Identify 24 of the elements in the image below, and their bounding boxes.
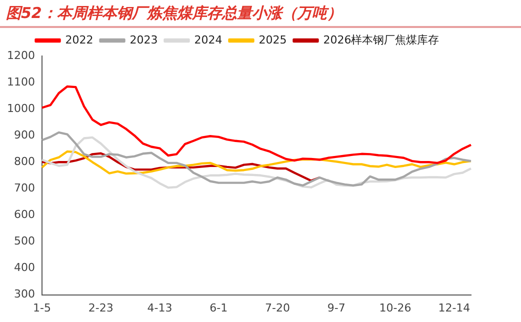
chart-title: 图52：本周样本钢厂炼焦煤库存总量小涨（万吨） xyxy=(0,0,521,28)
y-tick-label: 900 xyxy=(14,128,35,142)
y-tick-label: 300 xyxy=(14,288,35,301)
legend-label: 2025 xyxy=(258,33,287,46)
x-tick-label: 10-26 xyxy=(379,301,412,314)
y-tick-label: 400 xyxy=(14,261,35,274)
x-tick-label: 6-1 xyxy=(210,301,228,314)
legend-label: 2023 xyxy=(130,33,158,46)
legend-label: 2026样本钢厂焦煤库存 xyxy=(323,33,440,46)
y-tick-label: 500 xyxy=(14,234,35,248)
x-tick-label: 4-13 xyxy=(147,301,172,314)
x-tick-label: 7-20 xyxy=(265,301,290,314)
y-tick-label: 1200 xyxy=(6,48,35,62)
x-tick-label: 2-23 xyxy=(88,301,114,314)
y-tick-label: 600 xyxy=(14,208,35,222)
y-tick-label: 1000 xyxy=(6,102,35,115)
legend-label: 2024 xyxy=(194,33,222,46)
x-tick-label: 12-14 xyxy=(438,301,470,314)
legend-label: 2022 xyxy=(65,33,94,46)
y-tick-label: 800 xyxy=(14,154,35,168)
y-tick-label: 1100 xyxy=(6,75,35,88)
x-tick-label: 1-5 xyxy=(33,301,51,314)
y-tick-label: 700 xyxy=(14,182,35,195)
x-tick-label: 9-7 xyxy=(327,301,346,314)
